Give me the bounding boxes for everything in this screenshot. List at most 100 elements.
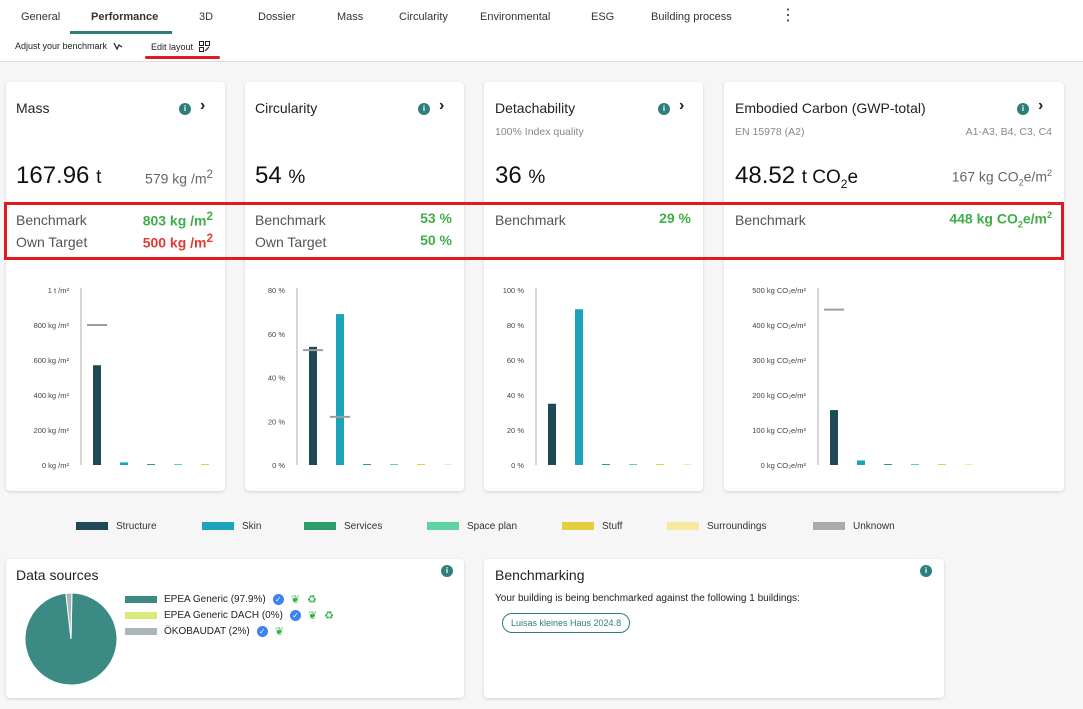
tab-3d[interactable]: 3D	[199, 11, 214, 23]
mass-target-text: 500 kg /m	[142, 234, 207, 251]
data-source-swatch	[125, 612, 157, 619]
bar	[683, 464, 691, 465]
benchmarking-title: Benchmarking	[495, 567, 585, 583]
info-icon[interactable]: i	[920, 565, 932, 577]
data-source-item: ÖKOBAUDAT (2%) ✓ ❦	[125, 625, 284, 638]
circularity-target-value: 50 %	[420, 232, 452, 248]
circularity-unit: %	[288, 167, 306, 188]
bar	[174, 464, 182, 465]
y-tick-label: 40 %	[268, 374, 285, 383]
y-tick-label: 500 kg CO₂e/m²	[752, 286, 806, 295]
mass-benchmark-value: 803 kg /m2	[143, 210, 213, 229]
carbon-per-sub: 2	[1018, 177, 1024, 188]
mass-card: Mass i › 167.96 t 579 kg /m2 Benchmark 8…	[6, 82, 225, 491]
bar	[444, 464, 452, 465]
chevron-right-icon[interactable]: ›	[679, 97, 685, 114]
circularity-chart: 0 % 20 % 40 % 60 % 80 %	[268, 286, 452, 470]
data-sources-card: Data sources i EPEA Generic (97.9%) ✓ ❦ …	[6, 559, 464, 698]
chevron-right-icon[interactable]: ›	[200, 97, 206, 114]
legend-label: Unknown	[853, 520, 895, 532]
info-icon[interactable]: i	[441, 565, 453, 577]
y-tick-label: 80 %	[268, 286, 285, 295]
mass-benchmark-sup: 2	[206, 210, 213, 223]
carbon-benchmark-value: 448 kg CO2e/m2	[949, 210, 1052, 229]
mass-number: 167.96	[16, 162, 90, 189]
data-sources-title: Data sources	[16, 567, 99, 583]
tab-building-process[interactable]: Building process	[651, 11, 732, 23]
data-sources-pie	[24, 592, 118, 686]
circularity-number: 54	[255, 162, 282, 189]
bar	[830, 410, 838, 465]
y-tick-label: 80 %	[507, 321, 524, 330]
detachability-title: Detachability	[495, 100, 576, 116]
y-tick-label: 0 %	[511, 461, 524, 470]
mass-per-area: 579 kg /m2	[145, 168, 213, 187]
bar	[575, 309, 583, 465]
legend-item: Surroundings	[667, 519, 766, 533]
info-icon[interactable]: i	[1017, 103, 1029, 115]
info-icon[interactable]: i	[179, 103, 191, 115]
mass-target-label: Own Target	[16, 234, 88, 250]
recycle-icon: ♻	[324, 610, 335, 622]
tab-esg[interactable]: ESG	[591, 11, 615, 23]
detachability-chart: 0 % 20 % 40 % 60 % 80 % 100 %	[503, 286, 691, 470]
bar	[965, 464, 973, 465]
mass-benchmark-label: Benchmark	[16, 212, 87, 228]
more-menu-icon[interactable]: ⋮	[780, 7, 796, 24]
mass-unit: t	[96, 167, 102, 188]
top-tab-bar: General Performance 3D Dossier Mass Circ…	[0, 0, 1083, 34]
mass-benchmark-text: 803 kg /m	[142, 212, 207, 229]
y-tick-label: 60 %	[268, 330, 285, 339]
bar	[309, 346, 317, 465]
active-tab-indicator	[70, 31, 172, 34]
edit-layout-button[interactable]: Edit layout	[151, 41, 211, 52]
chevron-right-icon[interactable]: ›	[439, 97, 445, 114]
recycle-icon: ♻	[306, 594, 317, 606]
bar	[93, 365, 101, 465]
y-tick-label: 800 kg /m²	[34, 321, 70, 330]
data-source-label: EPEA Generic (97.9%)	[164, 594, 266, 605]
carbon-benchmark-sub: 2	[1017, 219, 1023, 230]
y-tick-label: 300 kg CO₂e/m²	[752, 356, 806, 365]
benchmark-building-chip[interactable]: Luisas kleines Haus 2024.8	[502, 613, 631, 633]
tab-circularity[interactable]: Circularity	[399, 11, 448, 23]
carbon-unit-a: t CO	[801, 167, 841, 188]
y-tick-label: 100 kg CO₂e/m²	[752, 426, 806, 435]
data-source-item: EPEA Generic DACH (0%) ✓ ❦ ♻	[125, 609, 334, 622]
tab-mass[interactable]: Mass	[337, 11, 364, 23]
carbon-benchmark-b: e/m	[1022, 210, 1047, 227]
legend-label: Surroundings	[707, 520, 767, 532]
legend-item: Unknown	[813, 519, 895, 533]
pie-slice	[65, 592, 73, 640]
legend-item: Services	[304, 519, 382, 533]
legend-item: Space plan	[427, 519, 517, 533]
plant-icon: ❦	[274, 626, 284, 638]
verified-icon: ✓	[256, 626, 268, 637]
chevron-right-icon[interactable]: ›	[1038, 97, 1044, 114]
mass-chart: 0 kg /m² 200 kg /m² 400 kg /m² 600 kg /m² 80…	[34, 286, 209, 470]
tab-dossier[interactable]: Dossier	[258, 11, 296, 23]
circularity-card: Circularity i › 54 % Benchmark 53 % Own …	[245, 82, 464, 491]
tab-performance[interactable]: Performance	[91, 11, 159, 23]
edit-layout-highlight	[145, 56, 220, 59]
tab-environmental[interactable]: Environmental	[480, 11, 551, 23]
y-tick-label: 0 kg /m²	[42, 461, 70, 470]
bar	[857, 460, 865, 465]
detachability-card: Detachability 100% Index quality i › 36 …	[484, 82, 703, 491]
bar	[548, 403, 556, 465]
info-icon[interactable]: i	[658, 103, 670, 115]
detachability-benchmark-label: Benchmark	[495, 212, 566, 228]
info-icon[interactable]: i	[418, 103, 430, 115]
mass-title: Mass	[16, 100, 50, 116]
adjust-benchmark-label: Adjust your benchmark	[15, 41, 108, 51]
legend-swatch	[562, 522, 594, 530]
tab-general[interactable]: General	[21, 11, 61, 23]
adjust-benchmark-button[interactable]: Adjust your benchmark	[15, 41, 123, 51]
bar	[629, 464, 637, 465]
mass-target-sup: 2	[206, 232, 213, 245]
circularity-benchmark-value: 53 %	[420, 210, 452, 226]
y-tick-label: 0 kg CO₂e/m²	[761, 461, 807, 470]
y-tick-label: 200 kg CO₂e/m²	[752, 391, 806, 400]
legend-label: Services	[344, 520, 383, 532]
legend-swatch	[813, 522, 845, 530]
